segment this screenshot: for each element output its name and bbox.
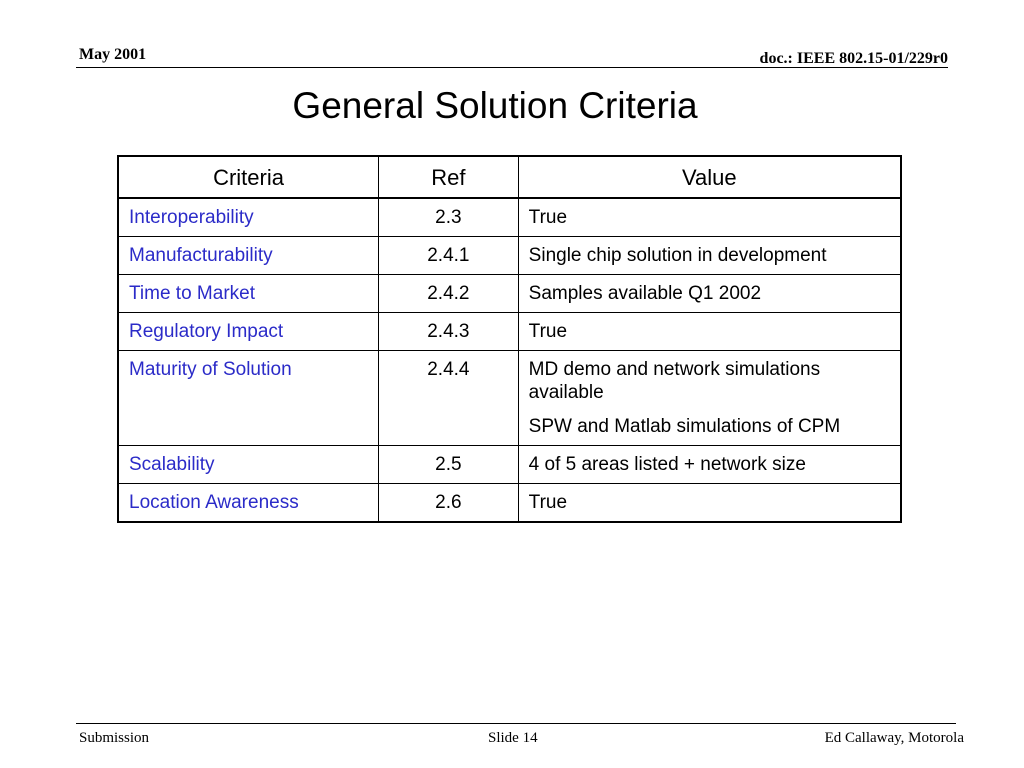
column-header-ref: Ref [378, 155, 519, 199]
value-cell: Single chip solution in development [517, 236, 902, 275]
table-row: Time to Market 2.4.2 Samples available Q… [117, 274, 902, 313]
header-doc-id: doc.: IEEE 802.15-01/229r0 [759, 50, 948, 67]
criteria-cell: Time to Market [117, 274, 380, 313]
criteria-cell: Location Awareness [117, 483, 380, 523]
ref-cell: 2.5 [378, 445, 519, 484]
ref-cell: 2.4.3 [378, 312, 519, 351]
criteria-cell: Interoperability [117, 197, 380, 237]
table-row: Manufacturability 2.4.1 Single chip solu… [117, 236, 902, 275]
footer-divider [76, 723, 956, 724]
value-cell: True [517, 197, 902, 237]
criteria-cell: Regulatory Impact [117, 312, 380, 351]
column-header-value: Value [517, 155, 902, 199]
criteria-cell: Maturity of Solution [117, 350, 380, 446]
ref-cell: 2.4.1 [378, 236, 519, 275]
criteria-cell: Scalability [117, 445, 380, 484]
value-text: MD demo and network simulations availabl… [528, 359, 821, 403]
value-cell: True [517, 483, 902, 523]
criteria-cell: Manufacturability [117, 236, 380, 275]
value-text: True [528, 207, 568, 228]
ref-cell: 2.4.4 [378, 350, 519, 446]
value-text: Samples available Q1 2002 [528, 283, 762, 304]
value-text: True [528, 321, 568, 342]
footer-submission: Submission [79, 730, 150, 746]
value-cell: 4 of 5 areas listed + network size [517, 445, 902, 484]
table-header-row: Criteria Ref Value [117, 155, 902, 199]
value-text: True [528, 492, 568, 513]
table-row: Scalability 2.5 4 of 5 areas listed + ne… [117, 445, 902, 484]
footer-author: Ed Callaway, Motorola [824, 730, 964, 746]
footer-slide-number: Slide 14 [488, 730, 538, 746]
ref-cell: 2.3 [378, 197, 519, 237]
value-cell: Samples available Q1 2002 [517, 274, 902, 313]
table-row: Location Awareness 2.6 True [117, 483, 902, 523]
header-divider [76, 67, 948, 68]
value-text: 4 of 5 areas listed + network size [528, 454, 806, 475]
table-row: Regulatory Impact 2.4.3 True [117, 312, 902, 351]
column-header-criteria: Criteria [117, 155, 380, 199]
table-row: Maturity of Solution 2.4.4 MD demo and n… [117, 350, 902, 446]
value-cell: MD demo and network simulations availabl… [517, 350, 902, 446]
slide-title: General Solution Criteria [292, 85, 698, 126]
ref-cell: 2.4.2 [378, 274, 519, 313]
criteria-table: Criteria Ref Value Interoperability 2.3 … [117, 155, 902, 523]
value-text: SPW and Matlab simulations of CPM [528, 416, 841, 437]
header-date: May 2001 [79, 46, 147, 63]
value-cell: True [517, 312, 902, 351]
value-text: Single chip solution in development [528, 245, 827, 266]
ref-cell: 2.6 [378, 483, 519, 523]
table-row: Interoperability 2.3 True [117, 197, 902, 237]
